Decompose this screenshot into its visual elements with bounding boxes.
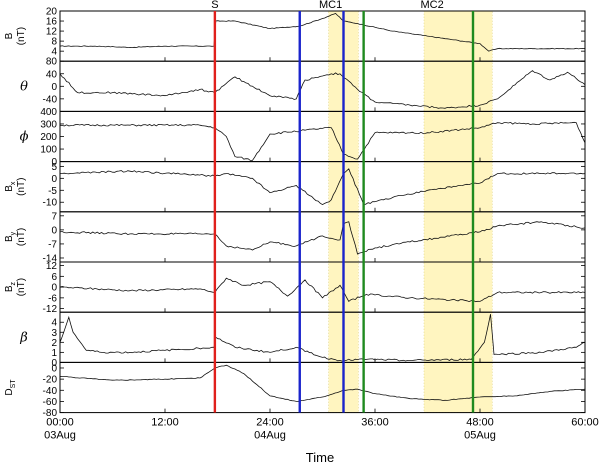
panel-1-y-tick-label: 4 — [51, 47, 57, 58]
panel-3-y-tick-label: 200 — [40, 132, 57, 143]
panel-2-y-tick-label: 80 — [46, 57, 58, 68]
panel-3-y-tick-label: 0 — [51, 157, 57, 168]
panel-5-label-subscript: y — [10, 231, 17, 235]
panel-3-label: ϕ — [20, 130, 29, 145]
panel-1-label: B — [4, 32, 15, 39]
panel-2-frame — [59, 60, 586, 112]
panel-7-y-tick-label: 4 — [51, 318, 57, 329]
event-line-layer — [213, 11, 475, 413]
x-tick-label: 24:00 — [256, 417, 284, 429]
panel-8-y-tick-label: -80 — [43, 408, 58, 419]
panel-8-series-line — [59, 364, 586, 402]
panel-7-y-tick-label: 1 — [51, 348, 57, 359]
x-date-label: 05Aug — [464, 430, 496, 442]
panel-6-y-tick-label: 6 — [51, 272, 57, 283]
panel-4-label-group: Bx (nT) — [4, 178, 27, 196]
x-tick-label: 36:00 — [361, 417, 389, 429]
x-tick-label: 12:00 — [151, 417, 179, 429]
panel-1-y-tick-label: 16 — [46, 17, 58, 28]
panel-2-label: θ — [20, 79, 28, 94]
panel-frame-layer — [59, 10, 586, 414]
panel-8-label-subscript: ST — [10, 379, 17, 389]
x-date-label: 03Aug — [44, 430, 76, 442]
series-layer — [59, 13, 586, 402]
panel-1-y-tick-label: 20 — [46, 7, 58, 18]
panel-7-y-tick-label: 3 — [51, 328, 57, 339]
panel-6-y-tick-label: -12 — [43, 304, 58, 315]
panel-7-label: β — [19, 330, 28, 345]
panel-1-label-group: B (nT) — [4, 27, 27, 45]
panel-5-label: By — [4, 231, 17, 242]
panel-6-label-subscript: z — [10, 282, 17, 286]
panel-6-frame — [59, 261, 586, 313]
panel-4-y-tick-label: 0 — [51, 174, 57, 185]
panel-6-label-group: Bz (nT) — [4, 278, 27, 296]
panel-7-series-line — [59, 314, 586, 362]
panel-4-series-line — [59, 168, 586, 206]
panel-6-label: Bz — [4, 282, 17, 293]
x-tick-label: 48:00 — [466, 417, 494, 429]
panel-3-y-tick-label: 100 — [40, 145, 57, 156]
panel-5-series-line — [59, 221, 586, 255]
panel-8-frame — [59, 361, 586, 414]
panel-5-y-tick-label: 0 — [51, 225, 57, 236]
panel-3-y-tick-label: 300 — [40, 119, 57, 130]
panel-6-y-tick-label: 12 — [46, 261, 58, 272]
x-tick-label: 60:00 — [571, 417, 599, 429]
panel-6-unit: (nT) — [16, 278, 27, 296]
event-label-mc1: MC1 — [319, 0, 342, 11]
panel-4-unit: (nT) — [16, 178, 27, 196]
panel-7-y-tick-label: 0 — [51, 358, 57, 369]
panel-1-unit: (nT) — [16, 27, 27, 45]
panel-2-series-line — [59, 70, 586, 109]
panel-3-series-line — [59, 121, 586, 161]
panel-4-label: Bx — [4, 181, 17, 192]
panel-5-label-group: By (nT) — [4, 228, 27, 246]
x-axis-title: Time — [306, 450, 334, 465]
event-label-s: S — [211, 0, 218, 11]
panel-5-y-tick-label: 7 — [51, 211, 57, 222]
panel-3-y-tick-label: 400 — [40, 107, 57, 118]
panel-5-y-tick-label: -14 — [43, 253, 58, 264]
panel-8-y-tick-label: -40 — [43, 386, 58, 397]
panel-2-y-tick-label: -40 — [43, 94, 58, 105]
panel-5-frame — [59, 211, 586, 263]
panel-3-frame — [59, 110, 586, 163]
panel-8-y-tick-label: 0 — [51, 363, 57, 374]
panel-4-y-tick-label: -10 — [43, 198, 58, 209]
panel-2-y-tick-label: 40 — [46, 69, 58, 80]
panel-6-y-tick-label: 0 — [51, 283, 57, 294]
panel-6-y-tick-label: -6 — [48, 293, 57, 304]
x-tick-label: 00:00 — [46, 417, 74, 429]
panel-4-y-tick-label: -5 — [48, 186, 57, 197]
x-date-label: 04Aug — [254, 430, 286, 442]
panel-1-y-tick-label: 8 — [51, 37, 57, 48]
panel-1-y-tick-label: 12 — [46, 27, 58, 38]
panel-7-y-tick-label: 2 — [51, 338, 57, 349]
panel-6-series-line — [59, 277, 586, 303]
panel-8-y-tick-label: -60 — [43, 397, 58, 408]
panel-5-unit: (nT) — [16, 228, 27, 246]
panel-8-label: DST — [4, 379, 17, 396]
panel-5-y-tick-label: -7 — [48, 239, 57, 250]
panel-8-label-group: DST — [4, 379, 17, 396]
panel-1-series-line — [59, 13, 586, 52]
panel-8-y-tick-label: -20 — [43, 375, 58, 386]
event-label-mc2: MC2 — [421, 0, 444, 11]
panel-4-y-tick-label: 5 — [51, 162, 57, 173]
panel-4-label-subscript: x — [10, 181, 17, 185]
panel-2-y-tick-label: 0 — [51, 82, 57, 93]
